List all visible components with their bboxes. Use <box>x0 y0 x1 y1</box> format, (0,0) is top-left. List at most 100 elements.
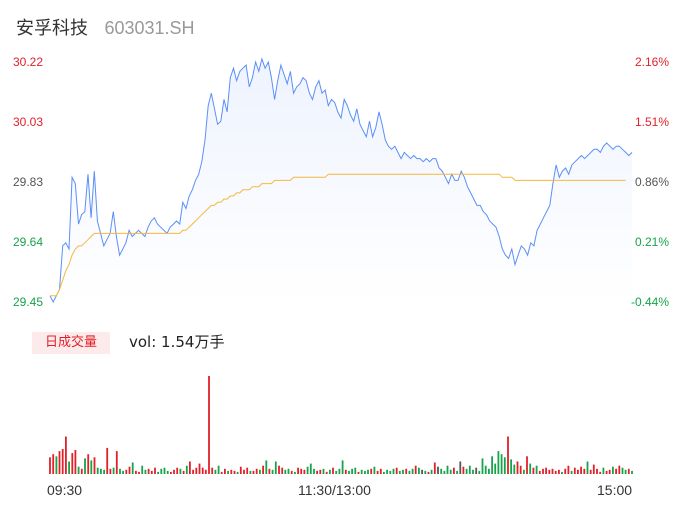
volume-bar <box>182 470 185 474</box>
volume-bar <box>325 471 328 474</box>
volume-bar <box>217 465 220 474</box>
volume-bar <box>316 470 318 474</box>
volume-bar <box>389 470 392 474</box>
volume-bar <box>395 467 398 474</box>
volume-bar <box>150 470 153 474</box>
volume-bar <box>519 465 522 474</box>
volume-bar <box>246 467 249 474</box>
volume-bar <box>252 470 255 474</box>
volume-bar <box>586 461 589 474</box>
volume-bar <box>313 468 315 474</box>
volume-bar <box>475 467 478 474</box>
volume-bar <box>421 469 423 474</box>
volume-bar <box>198 463 201 474</box>
volume-bar <box>192 469 194 474</box>
volume-bar <box>618 465 621 474</box>
volume-bar <box>348 470 350 474</box>
y-tick-label-right: 1.51% <box>635 115 669 129</box>
volume-bar <box>119 468 121 474</box>
volume-bar <box>179 468 182 474</box>
volume-bar <box>446 465 449 474</box>
y-tick-label-left: 29.64 <box>13 235 43 249</box>
x-tick-label: 15:00 <box>597 482 633 498</box>
volume-bar <box>96 467 99 474</box>
volume-bar <box>507 436 509 474</box>
volume-bar <box>166 470 169 474</box>
volume-bar <box>580 466 582 474</box>
volume-bar <box>144 469 147 474</box>
volume-bar <box>532 467 535 474</box>
volume-bar <box>481 458 484 474</box>
volume-bar <box>319 469 322 474</box>
volume-bar <box>370 468 373 474</box>
volume-bar <box>631 470 633 474</box>
x-tick-label: 11:30/13:00 <box>298 482 371 498</box>
volume-bar <box>573 467 576 474</box>
average-price-line <box>50 173 626 297</box>
volume-bar <box>440 468 443 474</box>
volume-bar <box>583 468 586 474</box>
volume-bar <box>90 460 93 474</box>
volume-bar <box>287 468 290 474</box>
volume-bar <box>65 436 67 474</box>
volume-bar <box>230 469 233 474</box>
volume-bar <box>570 470 573 474</box>
volume-bar <box>558 469 560 474</box>
volume-bar <box>351 468 353 474</box>
volume-bar <box>74 450 77 474</box>
volume-bar <box>201 467 204 474</box>
volume-bar <box>227 470 229 474</box>
volume-bar <box>294 471 296 474</box>
volume-bar <box>402 469 404 474</box>
volume-bar <box>214 469 217 474</box>
volume-bar <box>414 465 417 474</box>
volume-bar <box>106 447 109 474</box>
volume-bar <box>554 470 557 474</box>
volume-bar <box>386 469 388 474</box>
volume-bar <box>376 470 379 474</box>
volume-bar <box>491 456 493 474</box>
volume-bar <box>61 449 64 474</box>
volume-bar <box>306 466 309 474</box>
volume-bar <box>128 466 131 474</box>
volume-bar <box>599 471 602 474</box>
volume-bar <box>424 470 427 474</box>
volume-bar <box>147 468 150 474</box>
volume-bar <box>500 454 503 474</box>
volume-bar <box>309 463 312 474</box>
volume-bar <box>589 469 592 474</box>
volume-bar <box>392 468 395 474</box>
volume-bar <box>510 459 512 474</box>
volume-bar <box>551 468 554 474</box>
volume-bar <box>189 461 191 474</box>
volume-bar <box>621 467 624 474</box>
volume-bar <box>135 470 137 474</box>
volume-bar <box>262 465 264 474</box>
volume-bar <box>49 457 51 474</box>
volume-bar <box>58 451 61 474</box>
y-tick-label-left: 30.22 <box>13 55 43 69</box>
volume-bar <box>243 469 245 474</box>
stock-header: 安孚科技 603031.SH <box>16 14 195 39</box>
volume-bar <box>284 469 287 474</box>
volume-bar <box>77 466 80 474</box>
volume-bar <box>608 469 611 474</box>
volume-bar <box>526 456 528 474</box>
y-tick-label-left: 29.83 <box>13 175 43 189</box>
volume-bar <box>338 468 341 474</box>
volume-bar <box>596 468 598 474</box>
volume-bar <box>71 453 74 474</box>
volume-bar <box>497 451 500 474</box>
volume-bar <box>472 469 474 474</box>
volume-bar <box>163 467 166 474</box>
volume-bar <box>548 469 551 474</box>
volume-bar <box>154 467 156 474</box>
volume-bar <box>627 468 630 474</box>
volume-bar <box>125 469 128 474</box>
volume-bar <box>109 468 112 474</box>
volume-bar <box>545 467 547 474</box>
volume-bar <box>408 470 411 474</box>
y-tick-label-left: 30.03 <box>13 115 43 129</box>
volume-bar <box>411 468 414 474</box>
volume-bar <box>354 467 357 474</box>
